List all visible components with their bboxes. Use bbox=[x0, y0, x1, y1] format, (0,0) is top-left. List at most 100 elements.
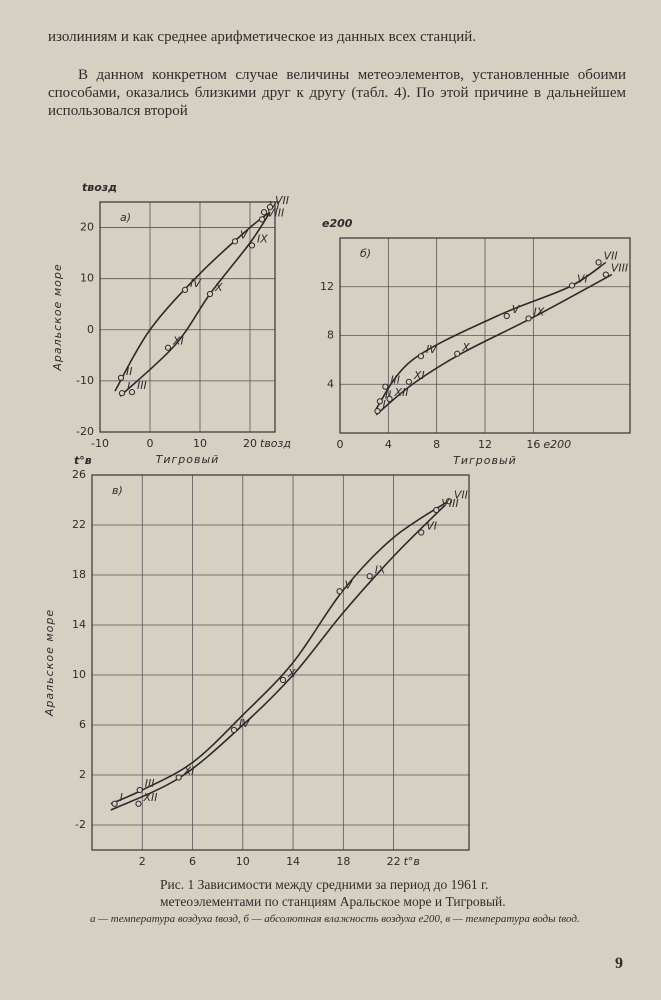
data-point bbox=[382, 383, 389, 390]
data-point bbox=[206, 290, 214, 298]
x-tick-label: 22 bbox=[387, 855, 401, 868]
point-label: IV bbox=[426, 343, 438, 356]
x-tick-label: 10 bbox=[193, 437, 207, 450]
y-unit: tвозд bbox=[82, 181, 117, 194]
point-label: III bbox=[390, 374, 400, 387]
y-tick-label: 18 bbox=[72, 568, 86, 581]
plot-frame bbox=[339, 237, 631, 434]
x-unit: tвозд bbox=[260, 437, 291, 450]
point-label: X bbox=[287, 667, 296, 680]
point-label: XI bbox=[413, 369, 425, 382]
y-axis-label: Аральское море bbox=[51, 263, 64, 371]
point-label: IX bbox=[534, 305, 545, 318]
y-tick-label: 14 bbox=[72, 618, 86, 631]
data-point bbox=[336, 588, 343, 595]
data-point bbox=[248, 242, 256, 249]
paragraph: изолиниям и как среднее арифметическое и… bbox=[48, 29, 477, 45]
fit-curve bbox=[110, 499, 451, 805]
y-tick-label: 4 bbox=[327, 377, 334, 390]
y-tick-label: -10 bbox=[76, 374, 94, 387]
y-tick-label: 0 bbox=[87, 323, 94, 336]
page-number: 9 bbox=[615, 955, 623, 972]
point-label: I bbox=[382, 398, 385, 411]
y-tick-label: 8 bbox=[327, 329, 334, 342]
point-label: II bbox=[126, 365, 133, 378]
panel-label: а) bbox=[120, 211, 131, 224]
y-tick-label: 6 bbox=[79, 718, 86, 731]
y-tick-label: 2 bbox=[79, 768, 86, 781]
x-tick-label: 8 bbox=[433, 438, 440, 451]
point-label: V bbox=[240, 228, 249, 241]
data-point bbox=[266, 204, 274, 211]
fit-curve bbox=[375, 273, 613, 416]
y-tick-label: 10 bbox=[72, 668, 86, 681]
y-unit: e200 bbox=[322, 217, 353, 230]
data-point bbox=[386, 395, 393, 402]
caption: Рис. 1 Зависимости между средними за пер… bbox=[160, 877, 506, 909]
y-tick-label: 10 bbox=[80, 272, 94, 285]
point-label: XI bbox=[183, 765, 195, 778]
x-tick-label: 12 bbox=[478, 438, 492, 451]
data-point bbox=[366, 573, 373, 580]
data-point bbox=[164, 344, 172, 351]
point-label: VII bbox=[454, 488, 468, 501]
x-tick-label: -10 bbox=[91, 437, 109, 450]
x-tick-label: 0 bbox=[337, 438, 344, 451]
data-point bbox=[445, 498, 452, 505]
subcaption: а — температура воздуха tвозд, б — абсол… bbox=[90, 913, 580, 925]
data-point bbox=[417, 353, 425, 360]
plot-frame bbox=[99, 201, 276, 433]
x-tick-label: 16 bbox=[526, 438, 540, 451]
point-label: I bbox=[120, 791, 123, 804]
point-label: II bbox=[385, 388, 392, 401]
x-unit: t°в bbox=[404, 855, 420, 868]
point-label: XI bbox=[172, 335, 184, 348]
point-label: V bbox=[512, 303, 521, 316]
point-label: VI bbox=[269, 199, 280, 212]
point-label: X bbox=[461, 341, 470, 354]
x-unit: e200 bbox=[543, 438, 571, 451]
x-tick-label: 4 bbox=[385, 438, 392, 451]
y-tick-label: 22 bbox=[72, 518, 86, 531]
y-unit: t°в bbox=[74, 454, 92, 467]
point-label: VI bbox=[577, 273, 588, 286]
data-point bbox=[111, 800, 118, 807]
x-tick-label: 14 bbox=[286, 855, 300, 868]
data-point bbox=[128, 389, 136, 396]
plot-frame bbox=[91, 474, 470, 851]
point-label: VII bbox=[275, 194, 289, 207]
point-label: IX bbox=[257, 232, 268, 245]
point-label: V bbox=[345, 578, 354, 591]
x-axis-label: Тигровый bbox=[156, 453, 220, 466]
data-point bbox=[595, 259, 602, 266]
point-label: XII bbox=[142, 791, 157, 804]
paragraph: В данном конкретном случае величины мете… bbox=[48, 67, 626, 119]
point-label: VII bbox=[604, 249, 618, 262]
x-tick-label: 20 bbox=[243, 437, 257, 450]
point-label: I bbox=[127, 380, 130, 393]
x-tick-label: 0 bbox=[147, 437, 154, 450]
fit-curve bbox=[114, 211, 271, 392]
data-point bbox=[568, 282, 576, 289]
data-point bbox=[181, 286, 189, 294]
data-point bbox=[525, 315, 532, 322]
data-point bbox=[175, 774, 182, 781]
data-point bbox=[433, 506, 440, 514]
data-point bbox=[374, 407, 381, 415]
data-point bbox=[117, 374, 125, 381]
y-tick-label: 26 bbox=[72, 468, 86, 481]
point-label: IX bbox=[375, 563, 386, 576]
point-label: III bbox=[145, 777, 155, 790]
data-point bbox=[231, 238, 239, 245]
data-point bbox=[279, 676, 287, 684]
y-tick-label: -20 bbox=[76, 425, 94, 438]
point-label: VIII bbox=[267, 206, 284, 219]
data-point bbox=[118, 390, 126, 397]
data-point bbox=[260, 209, 268, 216]
point-label: III bbox=[137, 379, 147, 392]
data-point bbox=[454, 350, 461, 357]
x-axis-label: Тигровый bbox=[453, 454, 517, 467]
panel-label: в) bbox=[112, 484, 123, 497]
